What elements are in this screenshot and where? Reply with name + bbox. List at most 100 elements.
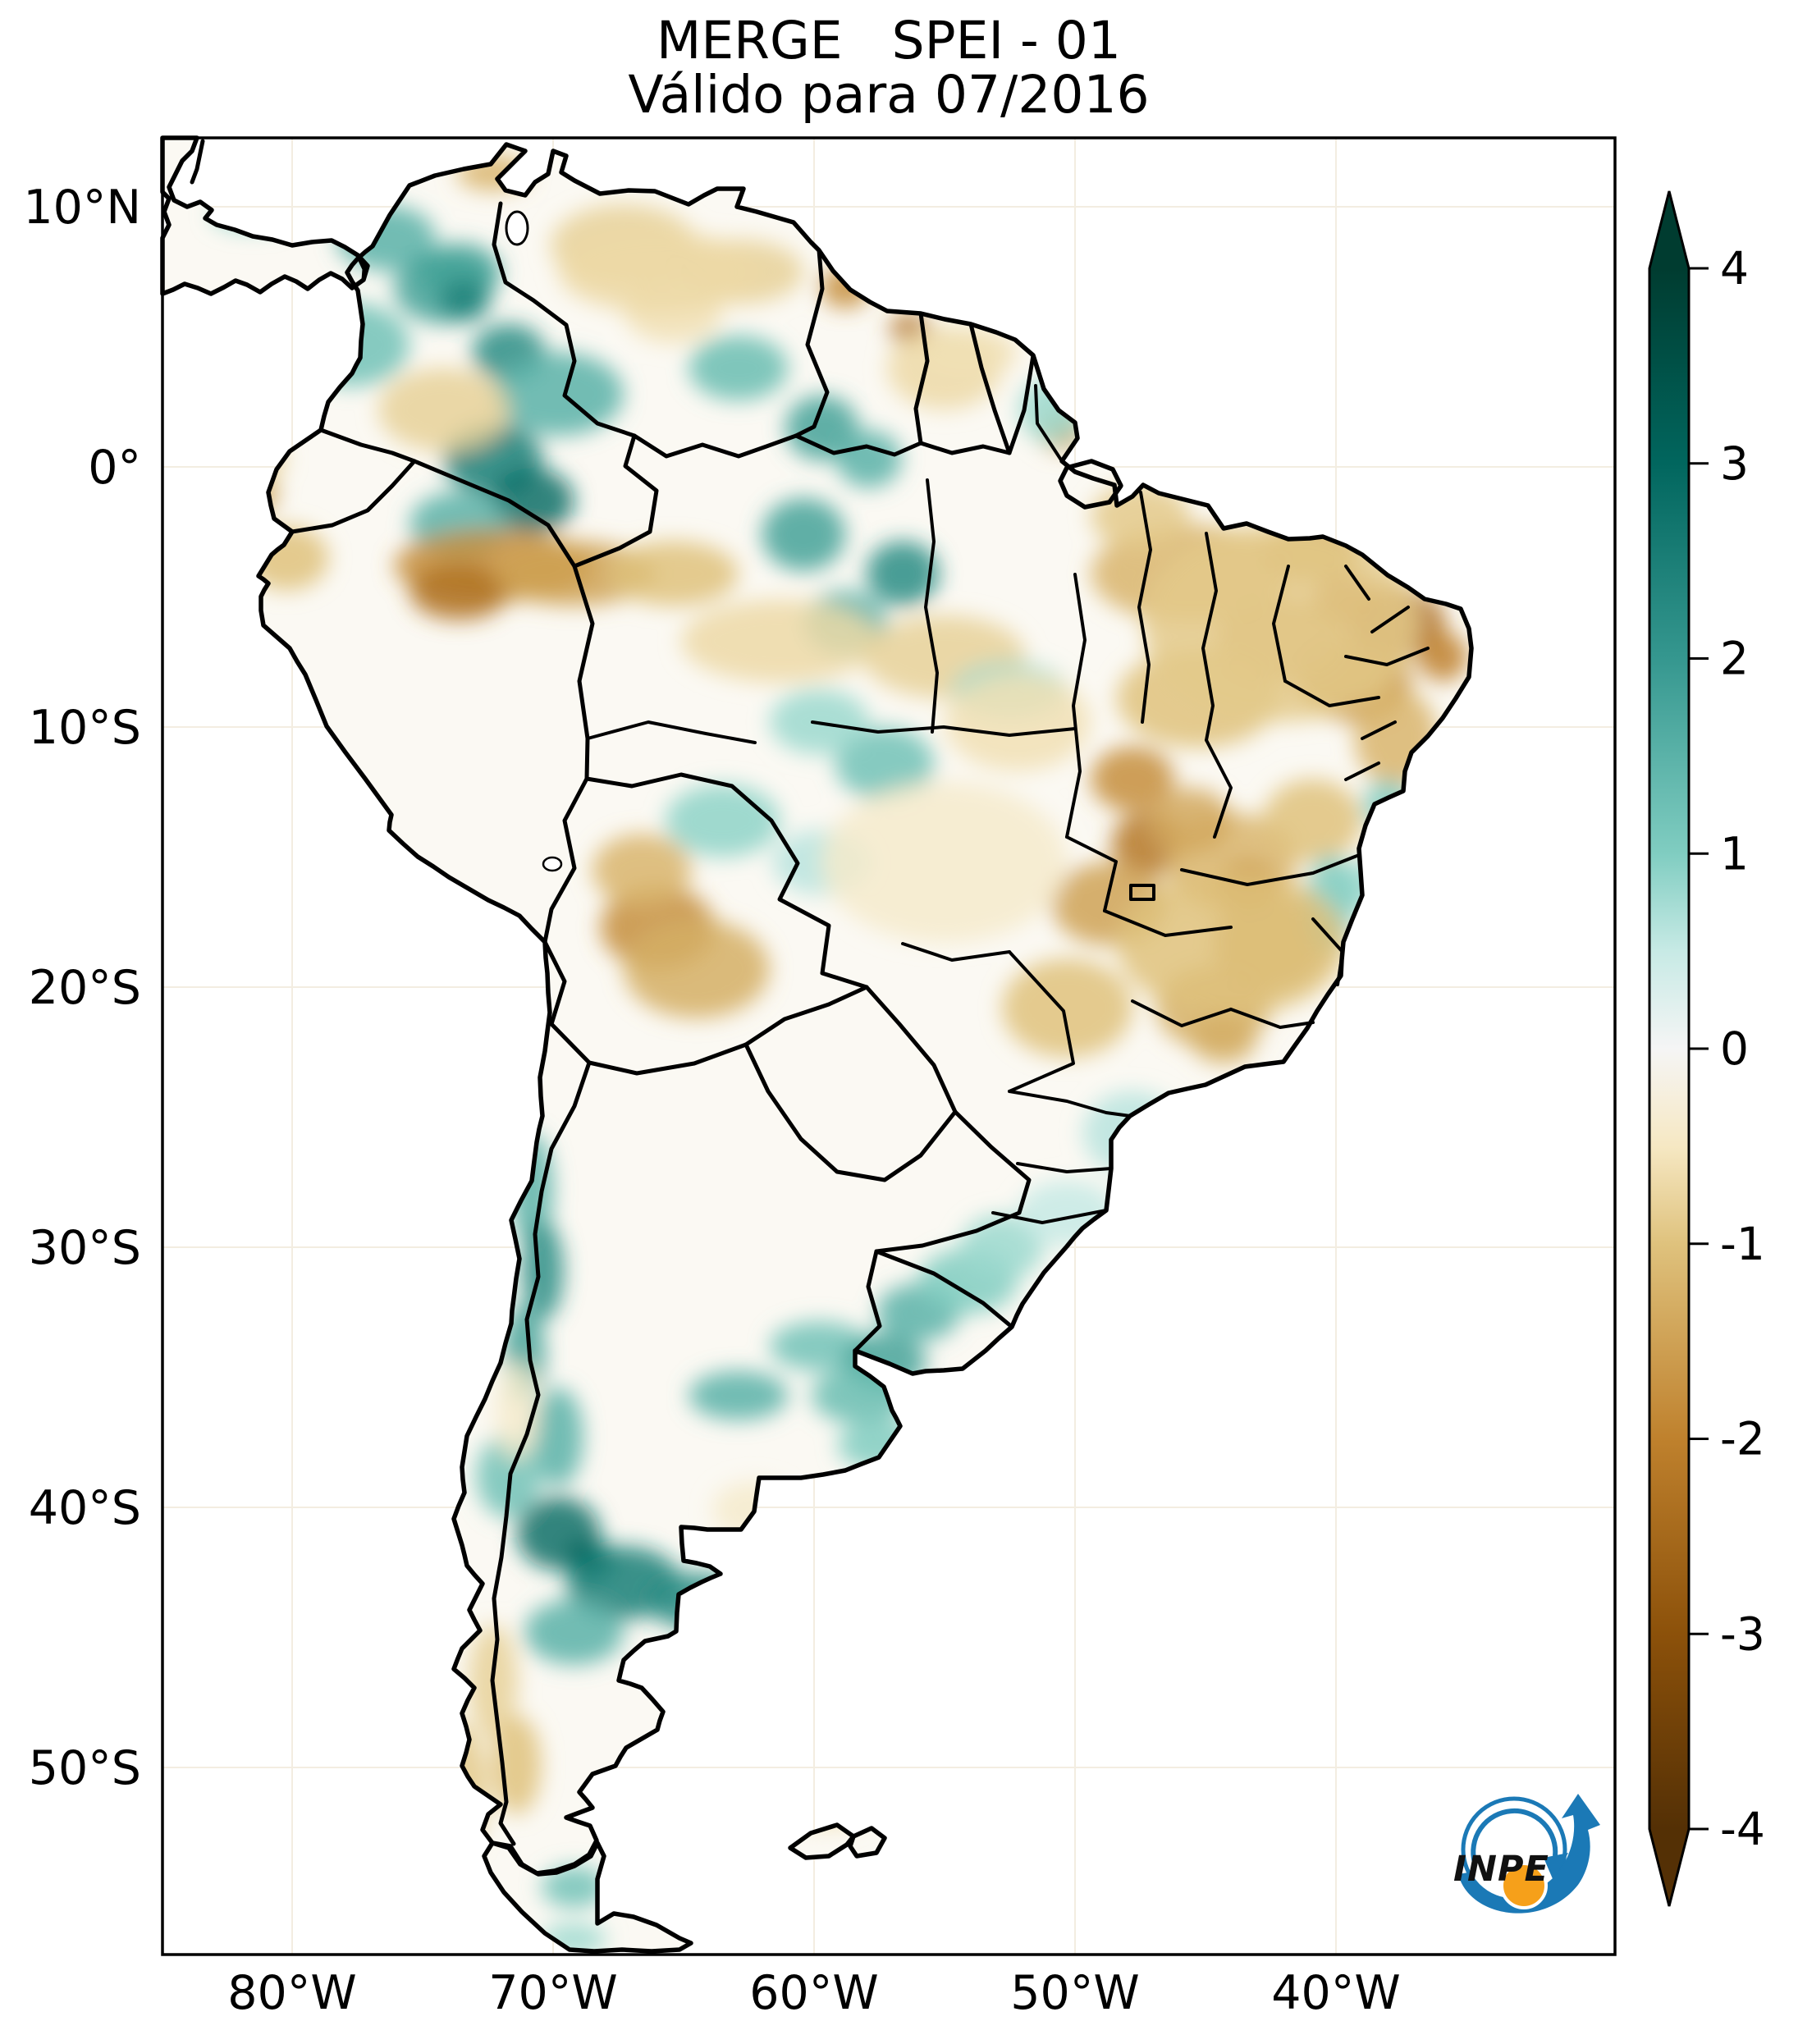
lake-titicaca <box>542 856 563 872</box>
border-uruguay-argentina <box>853 1249 882 1353</box>
spei-anomaly-blob <box>785 395 859 461</box>
border-bolivia-brazil <box>584 772 869 990</box>
spei-anomaly-blob <box>665 784 780 857</box>
spei-anomaly-blob <box>1418 632 1468 682</box>
spei-anomaly-blob <box>1148 788 1232 853</box>
spei-anomaly-blob <box>866 541 940 606</box>
border-venezuela-guyana <box>794 248 830 438</box>
border-suriname-brazil <box>918 441 1012 455</box>
lon-tick-label: 40°W <box>1271 1966 1400 2020</box>
inpe-logo-text: INPE <box>1453 1849 1549 1890</box>
border-guyana-brazil <box>794 433 923 457</box>
colorbar-tick-label: 4 <box>1720 242 1749 295</box>
border-colombia-peru <box>412 459 577 569</box>
spei-anomaly-blob <box>592 833 692 907</box>
border-bolivia-paraguay <box>743 985 869 1047</box>
lon-tick-label: 80°W <box>227 1966 356 2020</box>
spei-anomaly-blob <box>492 352 624 436</box>
figure-subtitle: Válido para 07/2016 <box>628 65 1150 125</box>
inpe-logo-swirl-arrowhead-icon <box>1544 1853 1568 1881</box>
latitude-axis-labels: 10°N 0° 10°S 20°S 30°S 40°S 50°S <box>23 181 141 1795</box>
border-suriname-guiana <box>968 322 1012 455</box>
border-colombia-brazil <box>572 433 659 569</box>
colorbar-tick-label: 0 <box>1720 1022 1749 1075</box>
lat-tick-label: 0° <box>88 441 141 495</box>
spei-anomaly-blob <box>377 368 509 451</box>
spei-anomaly-blob <box>1091 746 1174 812</box>
border-ecuador-peru <box>290 459 417 534</box>
lat-tick-label: 20°S <box>29 961 141 1015</box>
plot-frame <box>161 136 1617 1956</box>
spei-anomaly-blob <box>1262 779 1362 862</box>
border-bolivia-chile <box>542 940 592 1065</box>
lat-tick-label: 10°S <box>29 701 141 755</box>
spei-anomaly-blob <box>689 1370 789 1420</box>
spei-anomaly-blob <box>945 672 1091 771</box>
inpe-logo: INPE <box>1453 1794 1600 1914</box>
spei-anomaly-blob <box>680 599 880 684</box>
border-costarica-panama <box>190 139 205 185</box>
border-paraguay-argentina <box>743 1042 958 1182</box>
border-guiana-brazil <box>1007 353 1036 455</box>
spei-anomaly-blob <box>492 541 656 606</box>
border-argentina-brazil <box>874 1109 1032 1254</box>
spei-anomaly-blob <box>439 279 490 322</box>
inpe-logo-arrow-icon <box>1458 1794 1600 1914</box>
border-guyana-suriname <box>913 311 930 446</box>
border-panama-colombia <box>355 253 367 282</box>
spei-anomaly-blob <box>1116 870 1347 1016</box>
spei-anomaly-blob <box>918 327 1018 377</box>
state-borders <box>586 384 1430 1224</box>
border-chile-argentina <box>490 1060 592 1846</box>
border-peru-bolivia <box>542 776 589 944</box>
spei-anomaly-blob <box>1191 1014 1257 1064</box>
spei-anomaly-blob <box>1001 958 1132 1058</box>
border-uruguay-brazil <box>874 1249 1014 1329</box>
border-venezuela-colombia <box>492 201 637 438</box>
spei-anomaly-blob <box>689 335 789 401</box>
longitude-axis-labels: 80°W 70°W 60°W 50°W 40°W <box>227 1966 1400 2020</box>
spei-anomaly-blob <box>541 1866 607 1909</box>
border-bolivia-argentina <box>587 1042 748 1076</box>
lat-tick-label: 40°S <box>29 1481 141 1535</box>
colorbar-tick-label: 2 <box>1720 633 1749 685</box>
border-paraguay-brazil <box>864 985 958 1114</box>
colorbar-tick-label: -3 <box>1720 1607 1765 1660</box>
inpe-logo-swirl-icon <box>1471 1808 1558 1863</box>
colorbar-tick-labels: 4 3 2 1 0 -1 -2 -3 -4 <box>1720 242 1765 1855</box>
spei-anomaly-blob <box>524 1599 624 1665</box>
spei-anomaly-blob <box>558 230 757 313</box>
colorbar-gradient-bar <box>1648 190 1690 1907</box>
border-venezuela-brazil <box>632 433 798 459</box>
spei-anomaly-blob <box>762 498 846 571</box>
colorbar-tick-label: -2 <box>1720 1413 1765 1466</box>
border-peru-brazil <box>572 564 595 781</box>
lon-tick-label: 70°W <box>488 1966 617 2020</box>
colorbar-tick-label: -1 <box>1720 1218 1765 1270</box>
spei-anomaly-blob <box>490 468 574 533</box>
colorbar: 4 3 2 1 0 -1 -2 -3 -4 <box>1648 190 1765 1907</box>
country-borders <box>190 139 1036 1926</box>
lake-maracaibo <box>505 210 529 246</box>
colorbar-tick-label: -4 <box>1720 1803 1765 1855</box>
spei-anomaly-blob <box>836 430 902 488</box>
spei-anomaly-blob <box>821 781 1068 944</box>
lon-tick-label: 60°W <box>749 1966 878 2020</box>
border-colombia-ecuador <box>318 428 417 464</box>
spei-anomaly-blob <box>835 727 935 800</box>
colorbar-tick-marks <box>1689 267 1709 1831</box>
colorbar-tick-label: 3 <box>1720 437 1749 490</box>
spei-anomaly-blob <box>623 919 770 1019</box>
spei-anomaly-blob <box>533 1388 583 1487</box>
spei-anomaly-blob <box>607 541 739 606</box>
lon-tick-label: 50°W <box>1010 1966 1139 2020</box>
lat-tick-label: 50°S <box>29 1741 141 1795</box>
figure-title: MERGE SPEI - 01 <box>657 11 1121 71</box>
lat-tick-label: 30°S <box>29 1221 141 1275</box>
spei-anomaly-blob <box>496 1361 538 1461</box>
inpe-logo-orange-dot-icon <box>1500 1862 1548 1909</box>
lat-tick-label: 10°N <box>23 181 141 235</box>
colorbar-tick-label: 1 <box>1720 827 1749 880</box>
